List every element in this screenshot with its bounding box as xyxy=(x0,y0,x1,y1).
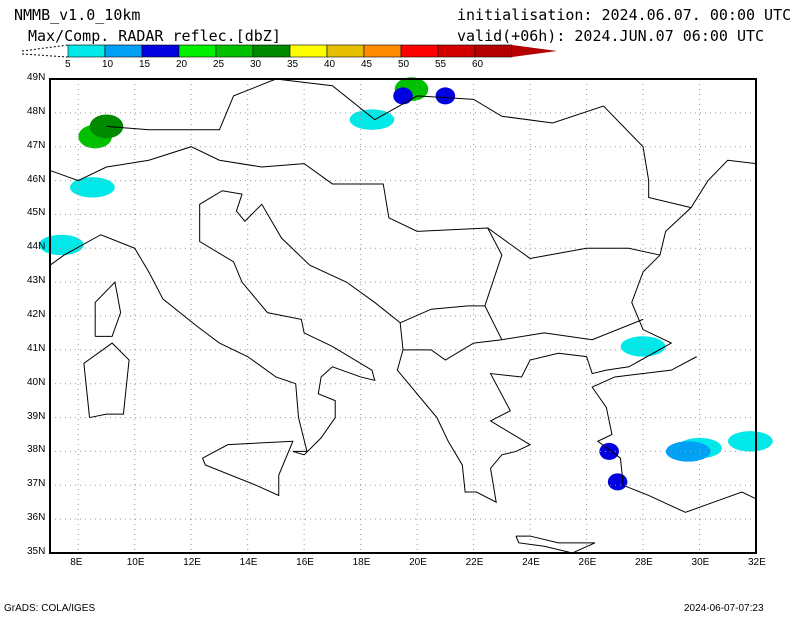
y-tick-label: 43N xyxy=(27,275,46,287)
coastline xyxy=(106,78,692,209)
coastline xyxy=(399,305,485,324)
x-tick-label: 14E xyxy=(239,557,258,568)
y-tick-label: 38N xyxy=(27,444,46,456)
footer-right: 2024-06-07-07:23 xyxy=(684,603,764,614)
radar-echo xyxy=(69,177,115,198)
x-tick-label: 22E xyxy=(465,557,484,568)
model-title: NMMB_v1.0_10km xyxy=(14,6,141,24)
radar-echo xyxy=(599,442,619,460)
footer-left: GrADS: COLA/IGES xyxy=(4,603,96,614)
colorbar-tick-label: 10 xyxy=(102,59,114,70)
y-tick-label: 41N xyxy=(27,342,46,354)
y-tick-label: 46N xyxy=(27,173,46,185)
colorbar-tick-label: 5 xyxy=(65,59,71,70)
x-tick-label: 20E xyxy=(409,557,427,568)
radar-echo xyxy=(607,473,628,491)
y-tick-label: 47N xyxy=(27,139,46,151)
radar-echo xyxy=(435,87,456,105)
colorbar-tick-label: 35 xyxy=(287,59,299,70)
radar-echo xyxy=(393,87,413,105)
colorbar-tick-label: 60 xyxy=(472,59,484,70)
radar-echo xyxy=(727,431,773,452)
y-tick-label: 42N xyxy=(27,309,46,320)
coastline xyxy=(83,342,130,419)
colorbar-tick-label: 25 xyxy=(213,59,225,70)
coastline xyxy=(403,339,502,361)
radar-echo xyxy=(38,234,84,256)
colorbar-tick-label: 45 xyxy=(361,59,373,70)
coastline xyxy=(515,535,596,554)
y-tick-label: 44N xyxy=(27,241,46,253)
y-tick-label: 40N xyxy=(27,376,46,388)
y-tick-label: 35N xyxy=(27,546,46,557)
y-tick-label: 45N xyxy=(27,207,46,219)
coastline xyxy=(591,356,757,513)
x-tick-label: 32E xyxy=(748,557,766,568)
map-frame xyxy=(49,78,757,554)
x-tick-label: 26E xyxy=(578,557,597,568)
x-tick-label: 24E xyxy=(522,557,540,568)
colorbar-tick-label: 15 xyxy=(139,59,151,70)
coastline xyxy=(202,440,294,497)
x-tick-label: 12E xyxy=(183,557,201,568)
x-tick-label: 18E xyxy=(352,557,371,568)
y-tick-label: 39N xyxy=(27,410,46,422)
x-tick-label: 30E xyxy=(691,557,710,568)
init-time: initialisation: 2024.06.07. 00:00 UTC xyxy=(457,6,792,24)
radar-echo xyxy=(665,441,711,462)
x-tick-label: 28E xyxy=(635,557,653,568)
colorbar-tick-label: 55 xyxy=(435,59,447,70)
y-tick-label: 37N xyxy=(27,478,46,490)
x-tick-label: 10E xyxy=(126,557,145,568)
y-tick-label: 48N xyxy=(27,105,46,117)
colorbar-tick-label: 30 xyxy=(250,59,262,70)
colorbar-tick-label: 40 xyxy=(324,59,336,70)
colorbar xyxy=(21,44,557,58)
x-tick-label: 16E xyxy=(296,557,314,568)
field-title: Max/Comp. RADAR reflec.[dbZ] xyxy=(28,27,281,45)
radar-echo xyxy=(620,336,666,357)
map-plot xyxy=(38,77,773,554)
x-tick-label: 8E xyxy=(70,557,83,568)
coastline xyxy=(49,159,757,504)
coastline xyxy=(484,227,644,341)
y-tick-label: 49N xyxy=(27,72,46,83)
valid-time: valid(+06h): 2024.JUN.07 06:00 UTC xyxy=(457,27,765,45)
colorbar-tick-label: 20 xyxy=(176,59,188,70)
y-tick-label: 36N xyxy=(27,512,46,524)
colorbar-arrow xyxy=(512,45,557,57)
coastline xyxy=(49,146,661,259)
colorbar-tick-label: 50 xyxy=(398,59,410,70)
coastline xyxy=(94,281,122,337)
